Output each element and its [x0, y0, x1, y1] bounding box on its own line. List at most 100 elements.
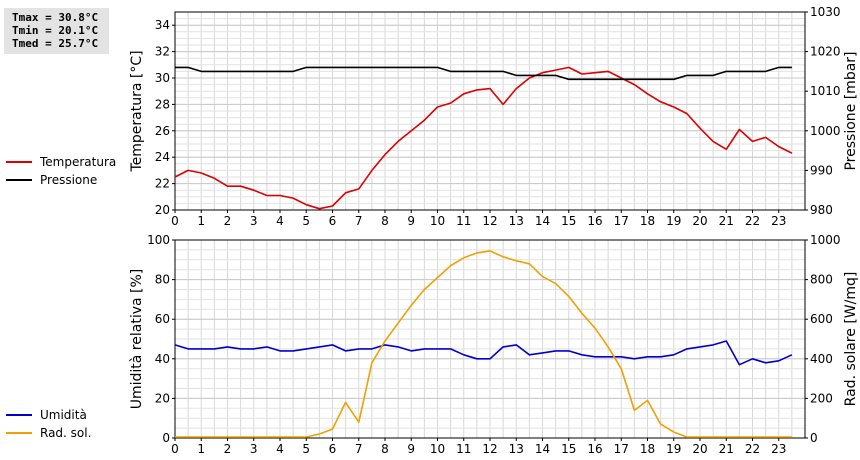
legend-swatch-umidita [6, 414, 32, 416]
temp-xtick-label: 10 [430, 214, 445, 228]
temp-ytick-label: 26 [155, 124, 170, 138]
temp-series-pressione [175, 66, 792, 81]
legend-label-pressione: Pressione [40, 173, 98, 187]
hum-xtick-label: 5 [302, 442, 310, 456]
hum-y2tick-label: 1000 [810, 233, 841, 247]
hum-ylabel: Umidità relativa [%] [129, 269, 145, 410]
legend-item-pressione: Pressione [6, 171, 116, 189]
hum-xtick-label: 14 [535, 442, 550, 456]
temp-xtick-label: 12 [482, 214, 497, 228]
hum-y2tick-label: 800 [810, 273, 833, 287]
legend-item-umidita: Umidità [6, 406, 91, 424]
temp-y2tick-label: 980 [810, 203, 833, 217]
temp-xtick-label: 22 [745, 214, 760, 228]
hum-y2tick-label: 200 [810, 391, 833, 405]
hum-xtick-label: 1 [197, 442, 205, 456]
hum-ytick-label: 100 [147, 233, 170, 247]
hum-xtick-label: 11 [456, 442, 471, 456]
hum-xtick-label: 16 [587, 442, 602, 456]
temp-ytick-label: 34 [155, 18, 170, 32]
temp-xtick-label: 18 [640, 214, 655, 228]
temp-xtick-label: 15 [561, 214, 576, 228]
temp-xtick-label: 11 [456, 214, 471, 228]
hum-xtick-label: 7 [355, 442, 363, 456]
hum-xtick-label: 18 [640, 442, 655, 456]
temp-ylabel: Temperatura [°C] [129, 50, 145, 172]
stats-box: Tmax = 30.8°C Tmin = 20.1°C Tmed = 25.7°… [4, 8, 109, 54]
legend-label-radsol: Rad. sol. [40, 426, 92, 440]
temp-xtick-label: 21 [719, 214, 734, 228]
temp-y2tick-label: 990 [810, 163, 833, 177]
temp-ytick-label: 28 [155, 97, 170, 111]
temp-xtick-label: 8 [381, 214, 389, 228]
hum-xtick-label: 20 [692, 442, 707, 456]
legend-swatch-pressione [6, 179, 32, 181]
hum-y2tick-label: 600 [810, 312, 833, 326]
temp-xtick-label: 0 [171, 214, 179, 228]
temp-ytick-label: 20 [155, 203, 170, 217]
temp-ytick-label: 32 [155, 45, 170, 59]
temp-y2tick-label: 1010 [810, 84, 841, 98]
temp-xtick-label: 9 [407, 214, 415, 228]
temp-ytick-label: 22 [155, 177, 170, 191]
tmax-label: Tmax = 30.8°C [12, 11, 99, 24]
legend-item-radsol: Rad. sol. [6, 424, 91, 442]
temp-xtick-label: 13 [509, 214, 524, 228]
legend-item-temperatura: Temperatura [6, 153, 116, 171]
hum-xtick-label: 19 [666, 442, 681, 456]
hum-xtick-label: 12 [482, 442, 497, 456]
hum-xtick-label: 8 [381, 442, 389, 456]
hum-xtick-label: 23 [771, 442, 786, 456]
temp-y2tick-label: 1020 [810, 45, 841, 59]
hum-xtick-label: 3 [250, 442, 258, 456]
hum-ytick-label: 40 [155, 352, 170, 366]
legend-label-umidita: Umidità [40, 408, 87, 422]
legend-top: Temperatura Pressione [6, 153, 116, 189]
hum-xtick-label: 13 [509, 442, 524, 456]
temp-series-temperatura [174, 66, 793, 210]
temp-ytick-label: 30 [155, 71, 170, 85]
temp-y2label: Pressione [mbar] [843, 51, 859, 170]
temp-xtick-label: 16 [587, 214, 602, 228]
hum-ytick-label: 20 [155, 391, 170, 405]
hum-xtick-label: 2 [224, 442, 232, 456]
temp-xtick-label: 1 [197, 214, 205, 228]
hum-series-rad-sol [175, 250, 792, 438]
tmed-label: Tmed = 25.7°C [12, 37, 99, 50]
temp-xtick-label: 17 [614, 214, 629, 228]
hum-series-umidit [174, 340, 793, 366]
temp-xtick-label: 7 [355, 214, 363, 228]
temp-ytick-label: 24 [155, 150, 170, 164]
hum-ytick-label: 80 [155, 273, 170, 287]
tmin-label: Tmin = 20.1°C [12, 24, 99, 37]
hum-xtick-label: 0 [171, 442, 179, 456]
legend-swatch-temperatura [6, 161, 32, 163]
legend-label-temperatura: Temperatura [40, 155, 117, 169]
hum-ytick-label: 60 [155, 312, 170, 326]
temp-xtick-label: 19 [666, 214, 681, 228]
legend-swatch-radsol [6, 432, 32, 434]
hum-xtick-label: 17 [614, 442, 629, 456]
hum-xtick-label: 15 [561, 442, 576, 456]
hum-xtick-label: 10 [430, 442, 445, 456]
temp-xtick-label: 14 [535, 214, 550, 228]
hum-xtick-label: 9 [407, 442, 415, 456]
hum-xtick-label: 22 [745, 442, 760, 456]
hum-xtick-label: 21 [719, 442, 734, 456]
hum-xtick-label: 4 [276, 442, 284, 456]
temp-xtick-label: 4 [276, 214, 284, 228]
temp-xtick-label: 6 [329, 214, 337, 228]
temp-xtick-label: 20 [692, 214, 707, 228]
temp-xtick-label: 3 [250, 214, 258, 228]
temp-xtick-label: 2 [224, 214, 232, 228]
temp-y2tick-label: 1030 [810, 5, 841, 19]
temp-xtick-label: 23 [771, 214, 786, 228]
legend-bottom: Umidità Rad. sol. [6, 406, 91, 442]
hum-xtick-label: 6 [329, 442, 337, 456]
hum-y2tick-label: 0 [810, 431, 818, 445]
temp-xtick-label: 5 [302, 214, 310, 228]
hum-y2tick-label: 400 [810, 352, 833, 366]
hum-y2label: Rad. solare [W/mq] [843, 272, 859, 407]
hum-ytick-label: 0 [162, 431, 170, 445]
